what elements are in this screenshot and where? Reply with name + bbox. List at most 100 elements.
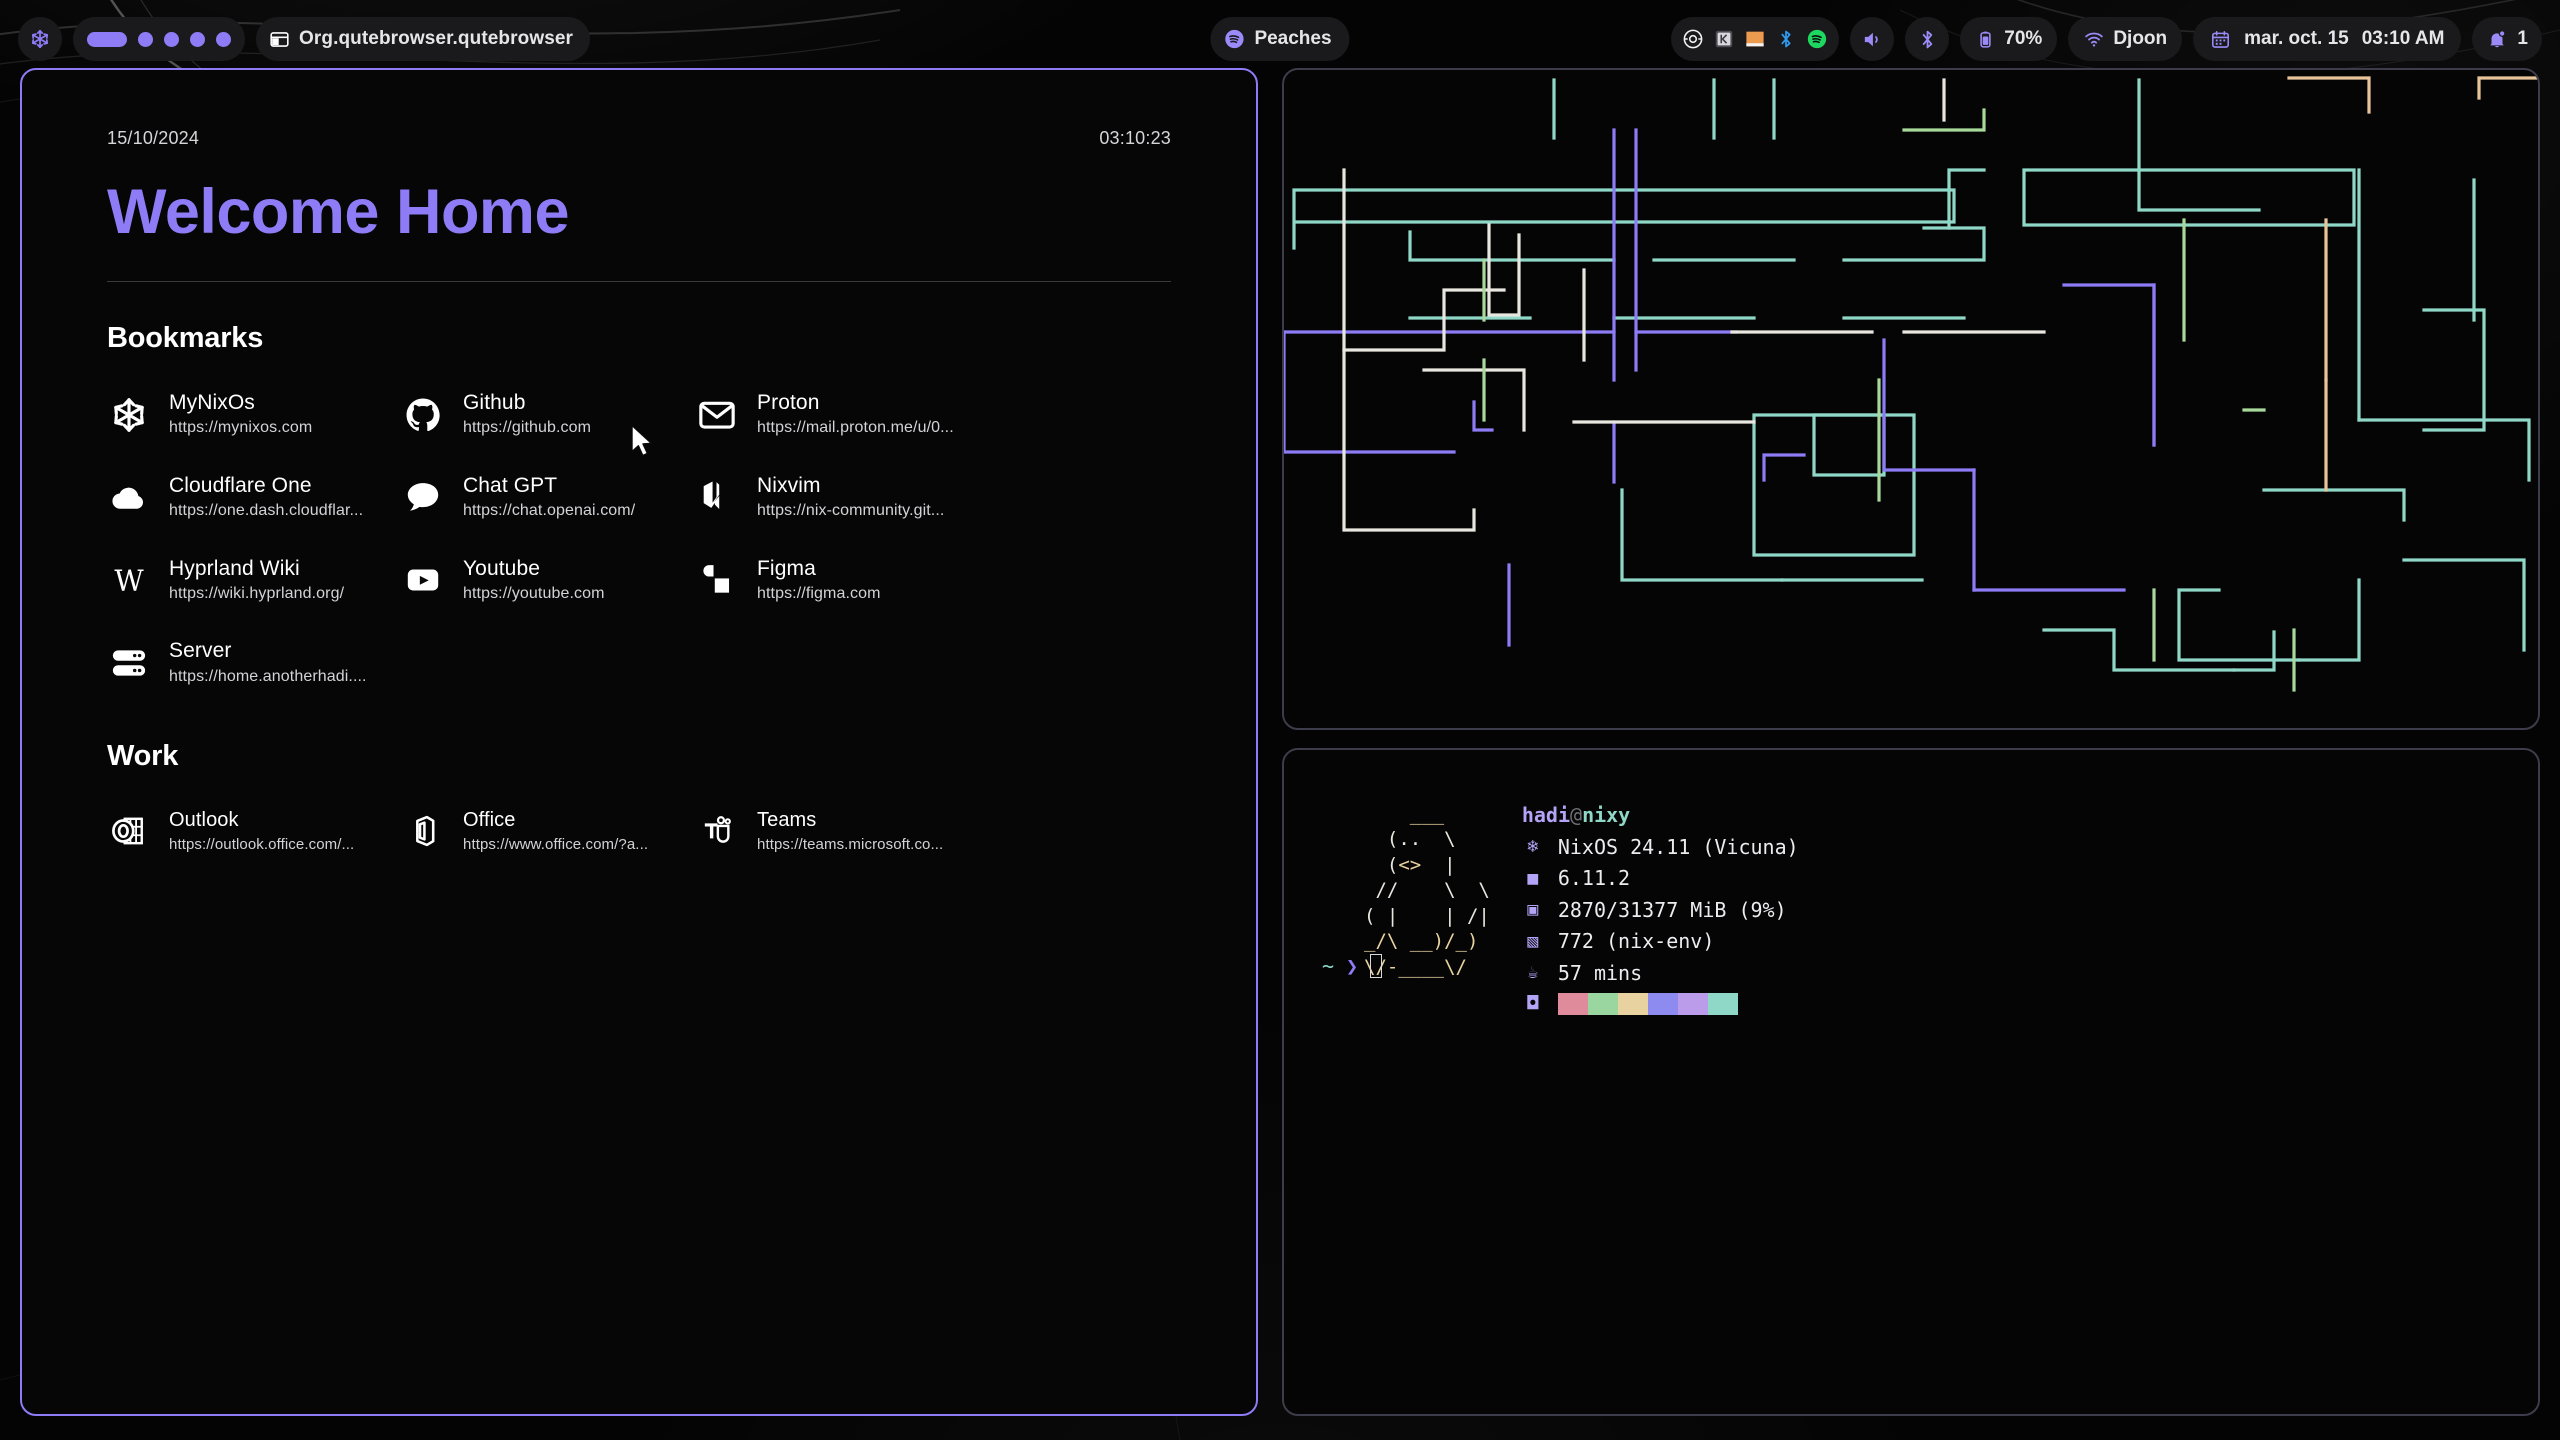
active-window-pill[interactable]: Org.qutebrowser.qutebrowser — [256, 17, 591, 61]
system-tray[interactable] — [1671, 17, 1840, 61]
bookmark-url: https://mynixos.com — [169, 419, 313, 437]
bookmark-mynixos[interactable]: MyNixOs https://mynixos.com — [107, 389, 401, 440]
section-heading-bookmarks: Bookmarks — [107, 322, 264, 355]
fastfetch-row-uptime: ☕ 57 mins — [1522, 960, 1799, 988]
os-value: NixOS 24.11 (Vicuna) — [1557, 834, 1799, 859]
bookmark-text: Nixvim https://nix-community.git... — [757, 472, 944, 523]
bookmark-cloudflare-one[interactable]: Cloudflare One https://one.dash.cloudflar… — [107, 472, 401, 523]
bookmark-github[interactable]: Github https://github.com — [401, 389, 695, 440]
workspace-indicator[interactable] — [73, 17, 245, 61]
workspace-3[interactable] — [164, 31, 179, 47]
prompt-path: ~ — [1322, 954, 1335, 978]
bookmarks-grid: MyNixOs https://mynixos.com Github https://… — [107, 389, 1171, 688]
bookmark-name: Figma — [757, 556, 816, 580]
bookmark-url: https://wiki.hyprland.org/ — [169, 584, 345, 602]
fastfetch-output: ___ (.. \ (<> | // \ \ ( | | /| _/\ __)/… — [1364, 802, 1799, 1016]
media-player-pill[interactable]: Peaches — [1210, 17, 1350, 61]
bookmark-name: Server — [169, 639, 232, 663]
bookmark-proton[interactable]: Proton https://mail.proton.me/u/0... — [695, 389, 989, 440]
notification-pill[interactable]: 1 — [2472, 17, 2542, 61]
bookmark-url: https://teams.microsoft.co... — [757, 836, 944, 854]
shell-prompt[interactable]: ~ ❯ — [1322, 954, 1383, 978]
bookmark-name: Github — [463, 391, 526, 415]
workspace-1[interactable] — [87, 31, 127, 47]
fastfetch-user: hadi — [1521, 803, 1571, 827]
qutebrowser-window[interactable]: 15/10/2024 03:10:23 Welcome Home Bookmar… — [20, 68, 1258, 1416]
packages-icon: ▧ — [1527, 930, 1539, 952]
startpage-date: 15/10/2024 — [107, 128, 200, 148]
memory-icon: ▣ — [1527, 899, 1539, 921]
cloud-icon — [107, 475, 151, 519]
bookmark-text: Outlook https://outlook.office.com/... — [169, 807, 354, 855]
fastfetch-row-memory: ▣ 2870/31377 MiB (9%) — [1522, 897, 1799, 925]
bookmark-name: Nixvim — [757, 473, 821, 497]
workspace-4[interactable] — [190, 31, 205, 47]
network-indicator[interactable]: Djoon — [2068, 17, 2183, 61]
bookmark-url: https://mail.proton.me/u/0... — [757, 419, 954, 437]
startpage-time: 03:10:23 — [1099, 128, 1171, 148]
bookmark-text: Proton https://mail.proton.me/u/0... — [757, 389, 954, 440]
spotify-icon[interactable] — [1806, 28, 1828, 50]
media-title: Peaches — [1254, 28, 1332, 49]
work-link-office[interactable]: Office https://www.office.com/?a... — [401, 807, 695, 855]
bookmark-nixvim[interactable]: Nixvim https://nix-community.git... — [695, 472, 989, 523]
volume-button[interactable] — [1850, 17, 1895, 61]
bookmark-url: https://www.office.com/?a... — [463, 836, 649, 854]
section-heading-work: Work — [107, 740, 179, 773]
bluetooth-icon — [1922, 30, 1933, 48]
bookmark-url: https://github.com — [463, 419, 592, 437]
workspace-5[interactable] — [216, 31, 231, 47]
palette-swatch-4 — [1647, 992, 1678, 1015]
bookmark-name: Proton — [757, 391, 820, 415]
launcher-button[interactable] — [18, 17, 62, 61]
clock-date: mar. oct. 15 — [2244, 28, 2349, 49]
clock-time: 03:10 AM — [2361, 28, 2445, 49]
bookmark-url: https://outlook.office.com/... — [169, 836, 355, 854]
bookmark-name: Hyprland Wiki — [169, 556, 300, 580]
proton-vpn-icon[interactable] — [1682, 28, 1704, 50]
bell-icon — [2490, 30, 2506, 48]
kernel-value: 6.11.2 — [1557, 866, 1631, 891]
bluetooth-icon[interactable] — [1775, 28, 1797, 50]
terminal-fastfetch-window[interactable]: ___ (.. \ (<> | // \ \ ( | | /| _/\ __)/… — [1282, 748, 2540, 1416]
fastfetch-row-os: ❄ NixOS 24.11 (Vicuna) — [1522, 834, 1799, 862]
keyboard-layout-icon[interactable] — [1713, 28, 1735, 50]
terminal-cursor[interactable] — [1370, 954, 1383, 978]
bookmark-name: Office — [463, 809, 516, 832]
battery-indicator[interactable]: 70% — [1960, 17, 2058, 61]
terminal-pipes-window[interactable] — [1282, 68, 2540, 730]
bookmark-server[interactable]: Server https://home.anotherhadi.... — [107, 637, 401, 688]
network-ssid: Djoon — [2113, 28, 2168, 49]
bookmark-name: Chat GPT — [463, 473, 558, 497]
bookmark-name: MyNixOs — [169, 391, 255, 415]
fastfetch-row-kernel: ■ 6.11.2 — [1522, 865, 1799, 893]
color-palette — [1557, 992, 1738, 1015]
spotify-icon — [1225, 29, 1244, 49]
workspace-2[interactable] — [138, 31, 153, 47]
palette-swatch-3 — [1617, 992, 1648, 1015]
bookmark-text: Teams https://teams.microsoft.co... — [757, 807, 943, 855]
work-link-outlook[interactable]: Outlook https://outlook.office.com/... — [107, 807, 401, 855]
uptime-icon: ☕ — [1527, 962, 1539, 984]
work-link-teams[interactable]: Teams https://teams.microsoft.co... — [695, 807, 989, 855]
outlook-icon — [107, 809, 151, 853]
battery-percent: 70% — [2004, 28, 2043, 49]
file-manager-icon[interactable] — [1744, 28, 1766, 50]
palette-swatch-6 — [1707, 992, 1738, 1015]
memory-value: 2870/31377 MiB (9%) — [1557, 897, 1787, 922]
bluetooth-button[interactable] — [1905, 17, 1950, 61]
bookmark-text: Cloudflare One https://one.dash.cloudflar… — [169, 472, 363, 523]
prompt-symbol: ❯ — [1346, 954, 1359, 978]
bookmark-name: Outlook — [169, 809, 239, 832]
clock-pill[interactable]: mar. oct. 15 03:10 AM — [2193, 17, 2462, 61]
battery-icon — [1980, 31, 1991, 48]
bookmark-text: Office https://www.office.com/?a... — [463, 807, 648, 855]
bookmark-url: https://home.anotherhadi.... — [169, 667, 367, 685]
nix-snowflake-icon — [107, 393, 151, 437]
bookmark-youtube[interactable]: Youtube https://youtube.com — [401, 555, 695, 606]
fastfetch-userhost: hadi@nixy — [1522, 802, 1799, 830]
bookmark-hyprland-wiki[interactable]: W Hyprland Wiki https://wiki.hyprland.org/ — [107, 555, 401, 606]
bookmark-figma[interactable]: Figma https://figma.com — [695, 555, 989, 606]
fastfetch-host: nixy — [1582, 803, 1631, 827]
bookmark-chat-gpt[interactable]: Chat GPT https://chat.openai.com/ — [401, 472, 695, 523]
